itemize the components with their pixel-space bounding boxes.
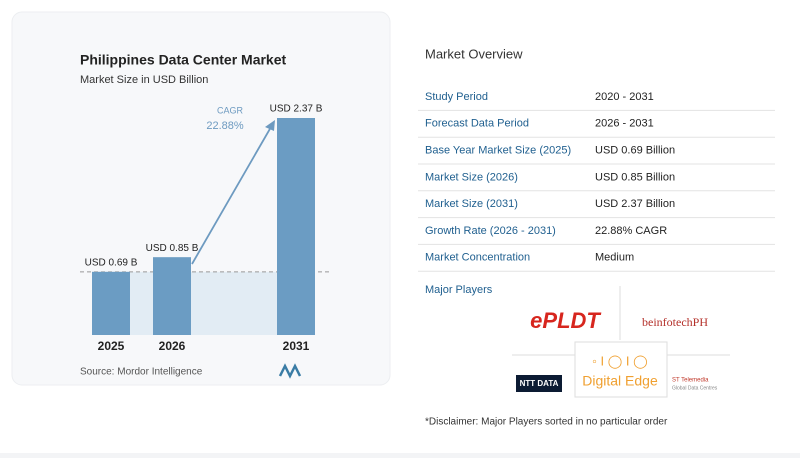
player-logo: Global Data Centres bbox=[672, 385, 718, 391]
chart-subtitle: Market Size in USD Billion bbox=[80, 74, 208, 86]
row-label: Forecast Data Period bbox=[425, 118, 529, 130]
row-value: Medium bbox=[595, 252, 634, 264]
row-value: 22.88% CAGR bbox=[595, 225, 667, 237]
x-tick-label: 2026 bbox=[159, 339, 186, 353]
row-label: Market Concentration bbox=[425, 252, 530, 264]
overview-title: Market Overview bbox=[425, 46, 523, 61]
x-tick-label: 2031 bbox=[283, 339, 310, 353]
cagr-arrow bbox=[191, 126, 272, 265]
row-label: Market Size (2031) bbox=[425, 198, 518, 210]
row-value: USD 0.69 Billion bbox=[595, 145, 675, 157]
logo-box bbox=[574, 341, 668, 398]
value-label: USD 2.37 B bbox=[270, 104, 323, 115]
digital-edge-mark: ◦ I ◯ I ◯ bbox=[592, 353, 647, 369]
source-logo bbox=[278, 363, 302, 379]
row-label: Study Period bbox=[425, 91, 488, 103]
player-logo: NTT DATA bbox=[520, 379, 559, 388]
x-tick-label: 2025 bbox=[98, 339, 125, 353]
row-value: 2020 - 2031 bbox=[595, 91, 654, 103]
row-value: USD 2.37 Billion bbox=[595, 198, 675, 210]
disclaimer: *Disclaimer: Major Players sorted in no … bbox=[425, 417, 668, 428]
source: Source: Mordor Intelligence bbox=[80, 367, 203, 378]
cagr-label: CAGR bbox=[217, 105, 244, 115]
ntt-logo-bg bbox=[516, 375, 562, 392]
player-logo: Digital Edge bbox=[582, 373, 658, 389]
value-label: USD 0.69 B bbox=[85, 257, 138, 268]
row-label: Market Size (2026) bbox=[425, 171, 518, 183]
row-value: 2026 - 2031 bbox=[595, 118, 654, 130]
row-label: Growth Rate (2026 - 2031) bbox=[425, 225, 556, 237]
cagr-arrowhead bbox=[265, 120, 275, 131]
cagr-value: 22.88% bbox=[206, 120, 244, 132]
row-label: Base Year Market Size (2025) bbox=[425, 145, 571, 157]
value-label: USD 0.85 B bbox=[146, 243, 199, 254]
bar bbox=[153, 257, 191, 335]
player-logo: beinfotechPH bbox=[642, 315, 708, 329]
bar bbox=[277, 118, 315, 335]
players-title: Major Players bbox=[425, 284, 493, 296]
player-logo: ePLDT bbox=[530, 308, 601, 333]
chart-title: Philippines Data Center Market bbox=[80, 52, 287, 68]
row-value: USD 0.85 Billion bbox=[595, 171, 675, 183]
player-logo: ST Telemedia bbox=[672, 378, 709, 384]
bar bbox=[92, 271, 130, 335]
